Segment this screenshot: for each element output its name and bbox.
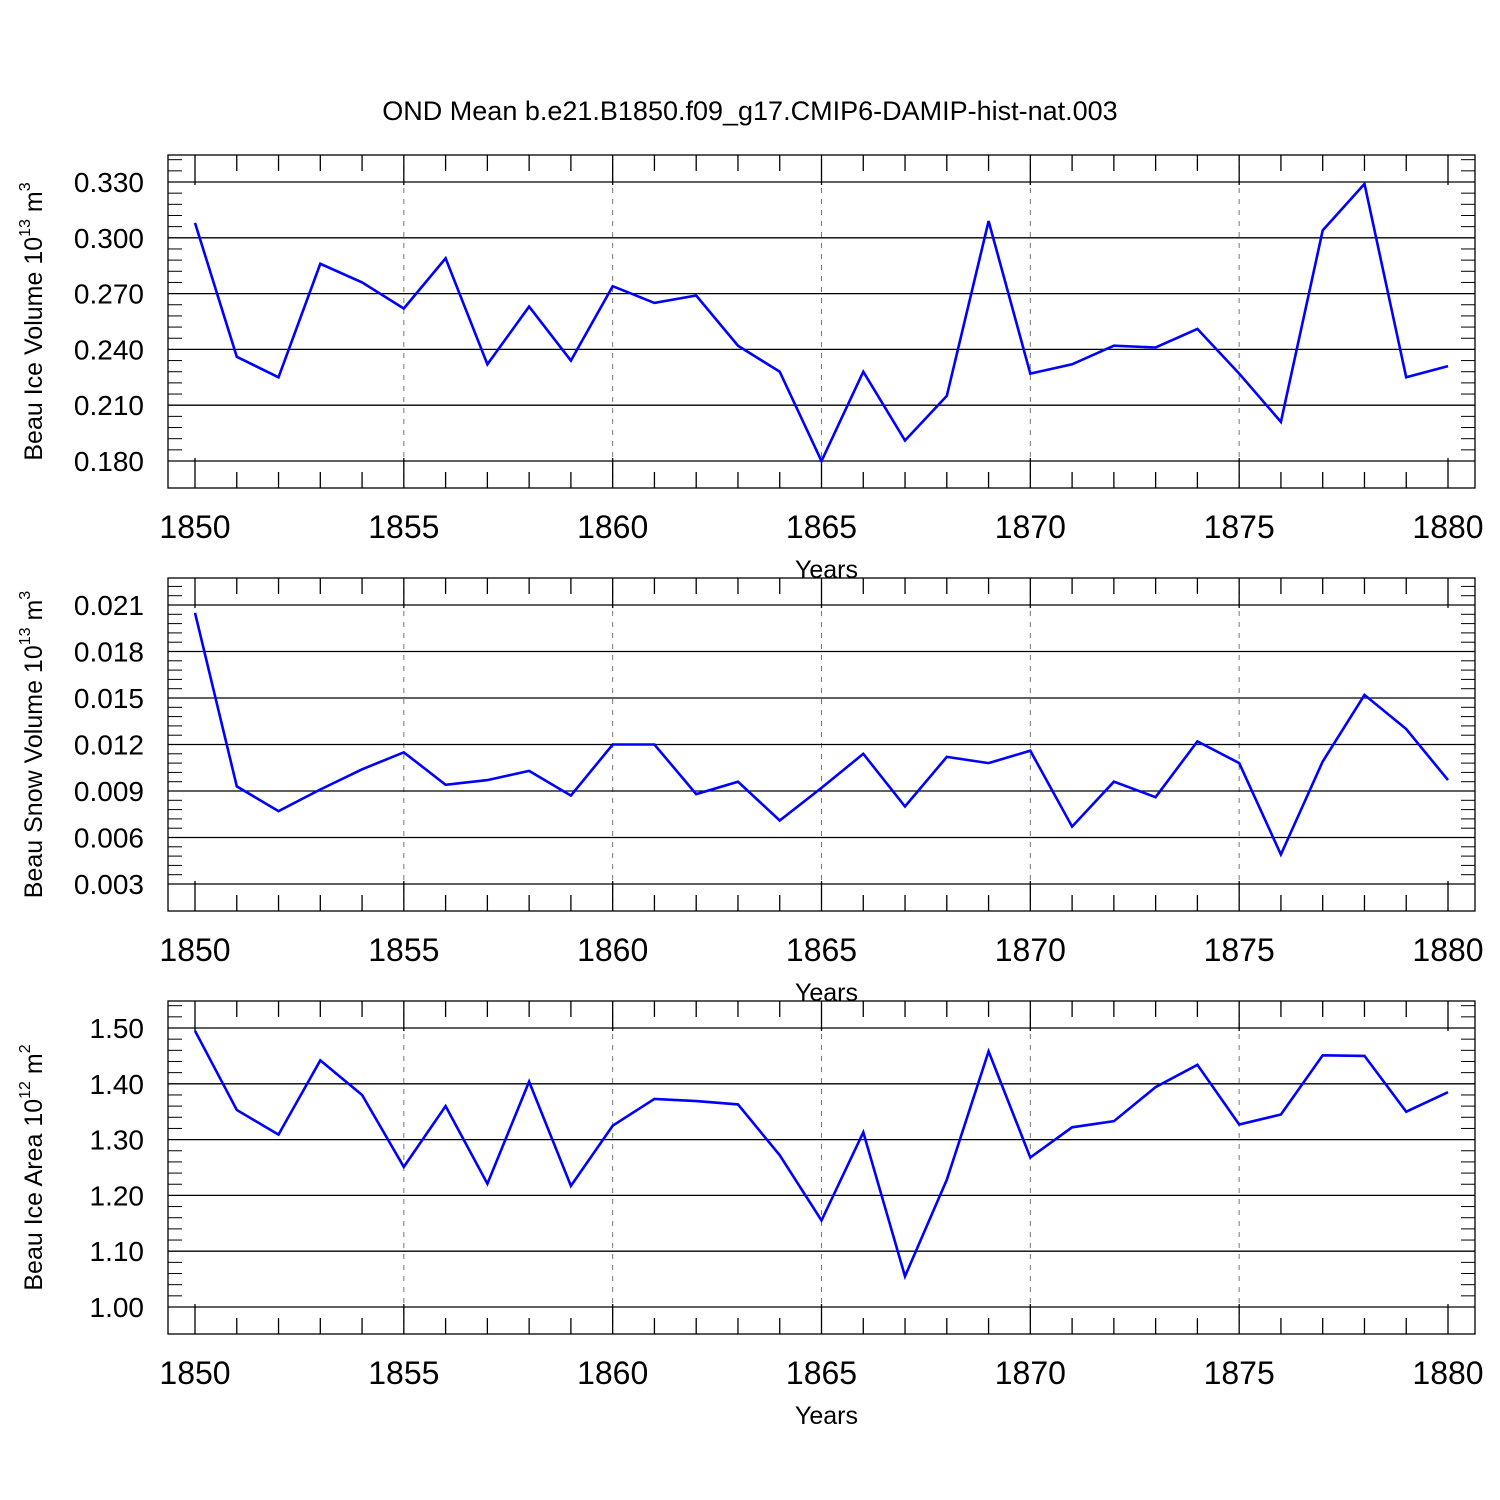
y-axis-title-exponent: 12 — [17, 1081, 34, 1099]
y-axis-title-unit: m — [20, 1053, 48, 1081]
x-tick-label: 1865 — [786, 1355, 857, 1391]
y-tick-label: 0.009 — [74, 776, 144, 807]
x-tick-label: 1870 — [995, 509, 1066, 545]
y-axis-title-base: Beau Snow Volume 10 — [20, 645, 48, 898]
x-tick-label: 1875 — [1204, 509, 1275, 545]
y-tick-label: 0.012 — [74, 730, 144, 761]
y-axis-title: Beau Ice Volume 1013 m3 — [17, 182, 48, 460]
x-tick-label: 1880 — [1412, 509, 1483, 545]
y-axis-title-unit: m — [20, 600, 48, 628]
panel-2: 1850 1855 1860 1865 1870 1875 1880 Years 0.003 0.… — [17, 577, 1484, 1007]
panel-1: 1850 1855 1860 1865 1870 1875 1880 Years 0.180 0.… — [17, 154, 1484, 584]
x-tick-label: 1870 — [995, 1355, 1066, 1391]
x-axis-title: Years — [795, 1402, 858, 1430]
x-tick-label: 1880 — [1412, 1355, 1483, 1391]
x-axis-title: Years — [795, 556, 858, 584]
y-tick-label: 0.300 — [74, 223, 144, 254]
y-axis-title-exponent: 13 — [17, 627, 34, 645]
y-tick-label: 0.210 — [74, 390, 144, 421]
panel-3: 1850 1855 1860 1865 1870 1875 1880 Years 1.00 1.1… — [17, 1000, 1484, 1430]
y-axis-title-base: Beau Ice Volume 10 — [20, 237, 48, 461]
y-axis-title-unit-exponent: 2 — [17, 1044, 34, 1053]
y-tick-label: 1.00 — [90, 1292, 145, 1323]
chart-title: OND Mean b.e21.B1850.f09_g17.CMIP6-DAMIP… — [382, 96, 1117, 126]
y-tick-label: 0.180 — [74, 446, 144, 477]
y-tick-label: 0.003 — [74, 869, 144, 900]
y-axis-title-exponent: 13 — [17, 219, 34, 237]
x-tick-label: 1855 — [368, 509, 439, 545]
x-tick-label: 1860 — [577, 509, 648, 545]
y-axis-title-unit: m — [20, 191, 48, 219]
x-axis-title: Years — [795, 979, 858, 1007]
x-tick-label: 1850 — [159, 1355, 230, 1391]
y-axis-title-unit-exponent: 3 — [17, 182, 34, 191]
y-tick-label: 1.40 — [90, 1069, 145, 1100]
y-axis-title: Beau Snow Volume 1013 m3 — [17, 591, 48, 899]
x-tick-label: 1855 — [368, 932, 439, 968]
x-tick-label: 1865 — [786, 932, 857, 968]
y-axis-title-base: Beau Ice Area 10 — [20, 1099, 48, 1291]
x-tick-label: 1850 — [159, 509, 230, 545]
x-tick-label: 1875 — [1204, 1355, 1275, 1391]
y-tick-label: 0.006 — [74, 823, 144, 854]
y-axis-title-unit-exponent: 3 — [17, 591, 34, 600]
y-tick-label: 1.20 — [90, 1180, 145, 1211]
y-tick-label: 0.021 — [74, 590, 144, 621]
x-tick-label: 1855 — [368, 1355, 439, 1391]
x-tick-label: 1865 — [786, 509, 857, 545]
y-tick-label: 1.10 — [90, 1236, 145, 1267]
y-tick-label: 0.330 — [74, 167, 144, 198]
y-tick-label: 1.50 — [90, 1013, 145, 1044]
y-tick-label: 0.240 — [74, 334, 144, 365]
x-tick-label: 1875 — [1204, 932, 1275, 968]
x-tick-label: 1880 — [1412, 932, 1483, 968]
x-tick-label: 1860 — [577, 932, 648, 968]
x-tick-label: 1850 — [159, 932, 230, 968]
y-tick-label: 0.015 — [74, 683, 144, 714]
y-tick-label: 1.30 — [90, 1125, 145, 1156]
x-tick-label: 1870 — [995, 932, 1066, 968]
series-line — [193, 1030, 1449, 1281]
y-tick-label: 0.018 — [74, 637, 144, 668]
x-tick-label: 1860 — [577, 1355, 648, 1391]
y-tick-label: 0.270 — [74, 279, 144, 310]
y-axis-title: Beau Ice Area 1012 m2 — [17, 1044, 48, 1290]
